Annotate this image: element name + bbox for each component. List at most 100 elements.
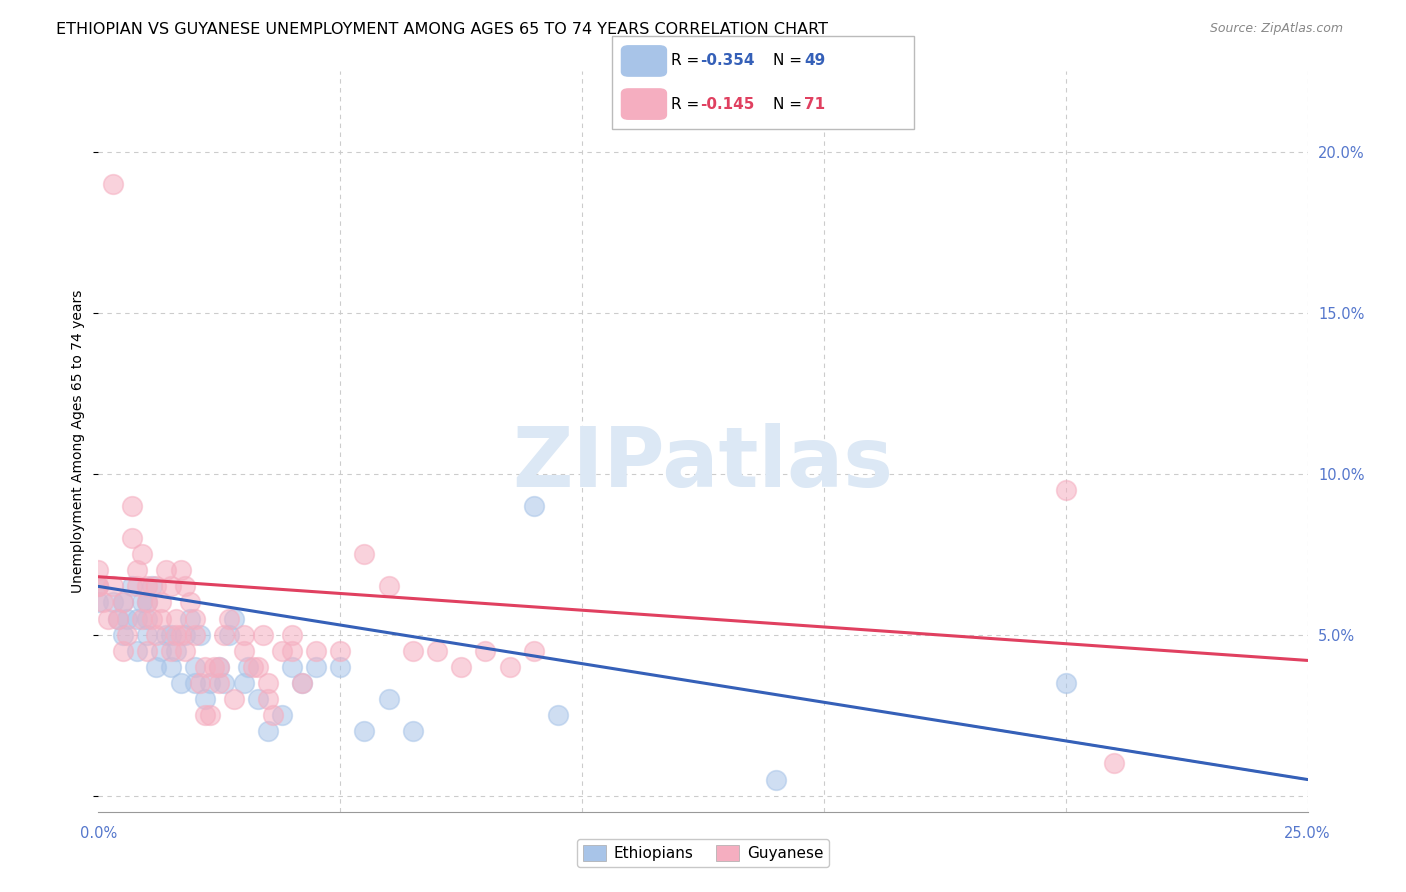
Point: [198, 708, 221, 723]
Point: [329, 644, 352, 658]
Point: [91, 595, 114, 609]
Text: 49: 49: [804, 54, 825, 69]
Point: [150, 644, 173, 658]
Point: [208, 676, 231, 690]
Point: [218, 628, 240, 642]
Point: [145, 628, 167, 642]
Point: [160, 579, 183, 593]
Point: [174, 644, 197, 658]
Point: [169, 628, 191, 642]
Point: [184, 660, 207, 674]
Point: [97, 611, 120, 625]
Point: [135, 644, 157, 658]
Point: [160, 644, 183, 658]
Point: [145, 579, 167, 593]
Point: [271, 708, 294, 723]
Point: [208, 660, 231, 674]
Point: [184, 628, 207, 642]
Point: [198, 676, 221, 690]
Point: [135, 595, 157, 609]
Point: [256, 692, 278, 706]
Point: [247, 660, 270, 674]
Point: [1054, 483, 1077, 497]
Point: [107, 611, 129, 625]
Point: [145, 660, 167, 674]
Point: [426, 644, 449, 658]
Point: [121, 579, 143, 593]
Point: [232, 644, 254, 658]
Point: [523, 499, 546, 513]
Point: [155, 628, 177, 642]
Point: [150, 611, 173, 625]
Point: [238, 660, 260, 674]
Point: [87, 563, 110, 577]
Point: [256, 724, 278, 739]
Point: [212, 676, 235, 690]
Point: [111, 628, 134, 642]
Point: [150, 595, 173, 609]
Point: [547, 708, 569, 723]
Y-axis label: Unemployment Among Ages 65 to 74 years: Unemployment Among Ages 65 to 74 years: [72, 290, 86, 593]
Point: [87, 595, 110, 609]
Text: N =: N =: [773, 54, 807, 69]
Point: [141, 579, 163, 593]
Point: [135, 611, 157, 625]
Point: [111, 644, 134, 658]
Point: [135, 579, 157, 593]
Point: [353, 724, 375, 739]
Point: [232, 628, 254, 642]
Point: [402, 644, 425, 658]
Text: N =: N =: [773, 96, 807, 112]
Point: [402, 724, 425, 739]
Point: [87, 579, 110, 593]
Point: [174, 628, 197, 642]
Point: [165, 644, 187, 658]
Point: [117, 611, 139, 625]
Point: [160, 628, 183, 642]
Point: [127, 563, 149, 577]
Text: ETHIOPIAN VS GUYANESE UNEMPLOYMENT AMONG AGES 65 TO 74 YEARS CORRELATION CHART: ETHIOPIAN VS GUYANESE UNEMPLOYMENT AMONG…: [56, 22, 828, 37]
Legend: Ethiopians, Guyanese: Ethiopians, Guyanese: [576, 838, 830, 867]
Point: [256, 676, 278, 690]
Point: [305, 644, 328, 658]
Point: [101, 177, 124, 191]
Point: [107, 611, 129, 625]
Point: [222, 611, 245, 625]
Point: [1102, 756, 1125, 771]
Point: [135, 595, 157, 609]
Point: [127, 644, 149, 658]
Point: [474, 644, 496, 658]
Text: R =: R =: [671, 54, 704, 69]
Point: [188, 628, 211, 642]
Point: [131, 595, 153, 609]
Point: [131, 547, 153, 561]
Text: ZIPatlas: ZIPatlas: [513, 423, 893, 504]
Text: 25.0%: 25.0%: [1284, 826, 1331, 841]
Text: 71: 71: [804, 96, 825, 112]
Point: [155, 563, 177, 577]
Text: -0.145: -0.145: [700, 96, 755, 112]
Point: [252, 628, 274, 642]
Point: [184, 676, 207, 690]
Point: [111, 595, 134, 609]
Point: [135, 628, 157, 642]
Point: [523, 644, 546, 658]
Point: [204, 660, 226, 674]
Point: [194, 692, 217, 706]
Point: [377, 579, 399, 593]
Point: [179, 611, 201, 625]
Point: [208, 660, 231, 674]
Point: [212, 628, 235, 642]
Point: [329, 660, 352, 674]
Point: [127, 611, 149, 625]
Point: [188, 676, 211, 690]
Point: [194, 660, 217, 674]
Point: [290, 676, 312, 690]
Point: [141, 611, 163, 625]
Point: [281, 644, 304, 658]
Point: [247, 692, 270, 706]
Point: [111, 595, 134, 609]
Point: [121, 531, 143, 545]
Point: [87, 579, 110, 593]
Text: R =: R =: [671, 96, 704, 112]
